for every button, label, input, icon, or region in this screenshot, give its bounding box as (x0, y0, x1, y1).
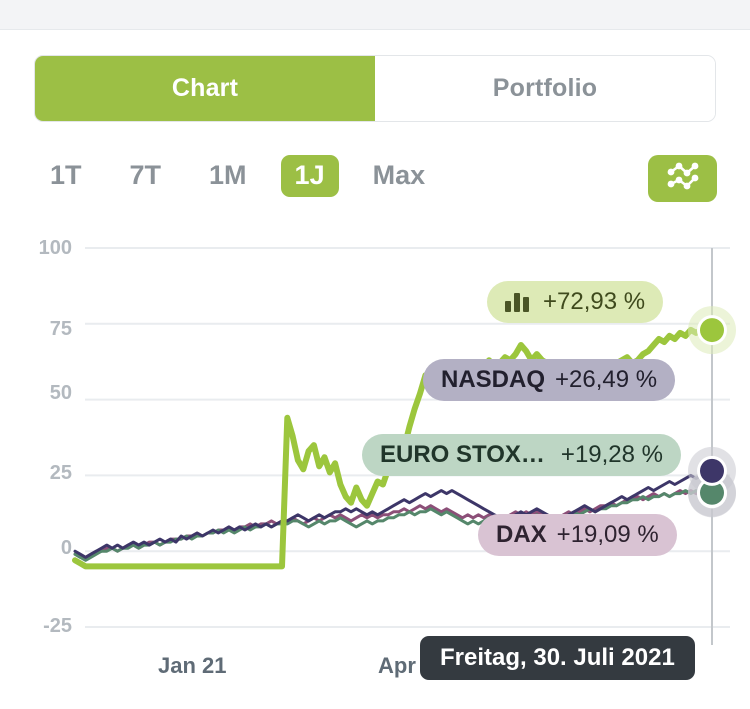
badge-dax-name: DAX (496, 521, 547, 548)
range-max[interactable]: Max (372, 160, 426, 190)
range-7t[interactable]: 7T (129, 160, 162, 190)
tab-chart[interactable]: Chart (35, 56, 375, 121)
range-1j[interactable]: 1J (280, 155, 339, 197)
view-tabs: Chart Portfolio (34, 55, 716, 122)
line-chart-icon (665, 161, 701, 196)
x-tick-jan21: Jan 21 (158, 653, 227, 678)
y-tick-25: 25 (49, 462, 72, 484)
tab-portfolio[interactable]: Portfolio (375, 56, 715, 121)
badge-nasdaq[interactable]: NASDAQ +26,49 % (423, 359, 676, 401)
badge-nasdaq-name: NASDAQ (441, 366, 546, 393)
bar-chart-icon (505, 292, 529, 312)
range-1m[interactable]: 1M (209, 160, 247, 190)
badge-euro-stoxx[interactable]: EURO STOX… +19,28 % (362, 434, 682, 476)
y-tick-50: 50 (49, 382, 72, 404)
status-strip (0, 0, 750, 29)
badge-dax[interactable]: DAX +19,09 % (478, 514, 677, 556)
range-selector: 1T 7T 1M 1J Max (36, 155, 439, 197)
badge-nasdaq-value: +26,49 % (555, 366, 658, 393)
badge-euro-stoxx-value: +19,28 % (560, 441, 664, 468)
y-tick-100: 100 (38, 237, 72, 259)
badge-portfolio-value: +72,93 % (543, 288, 646, 315)
range-1t[interactable]: 1T (50, 160, 82, 190)
chart-type-button[interactable] (648, 155, 717, 202)
badge-euro-stoxx-name: EURO STOX… (380, 441, 545, 468)
y-tick-75: 75 (49, 318, 72, 340)
y-tick-0: 0 (60, 537, 72, 559)
badge-portfolio-total[interactable]: +72,93 % (487, 281, 664, 323)
badge-dax-value: +19,09 % (556, 521, 659, 548)
date-tooltip: Freitag, 30. Juli 2021 (420, 636, 695, 680)
y-tick-neg25: -25 (43, 615, 72, 637)
